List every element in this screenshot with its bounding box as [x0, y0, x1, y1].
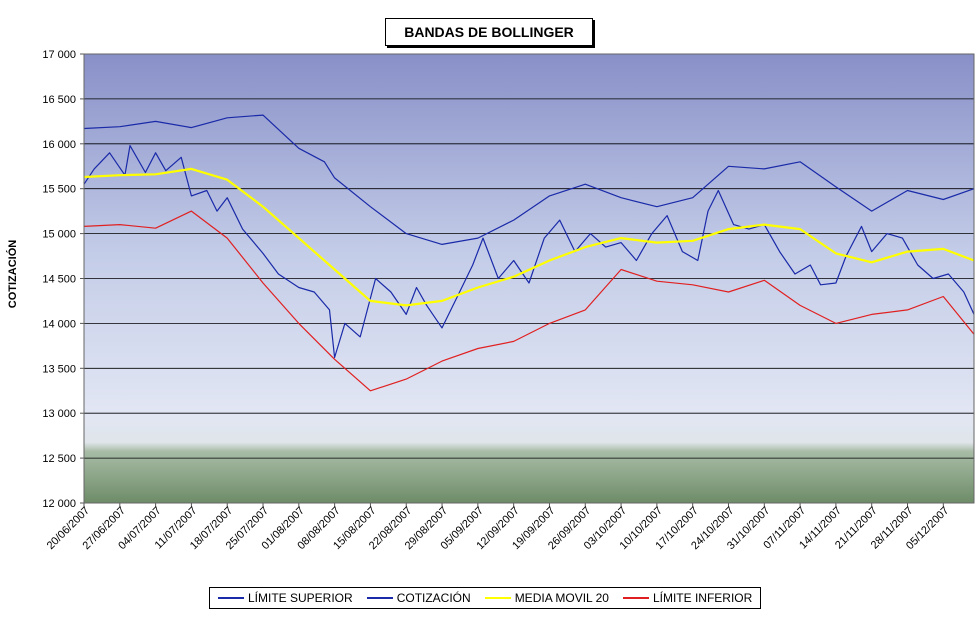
legend-swatch [622, 597, 649, 599]
legend-item-limite-superior: LÍMITE SUPERIOR [218, 591, 353, 605]
chart-title: BANDAS DE BOLLINGER [385, 18, 593, 46]
plot-border [83, 53, 975, 504]
y-tick-label: 13 000 [42, 408, 76, 420]
legend-item-media-movil: MEDIA MOVIL 20 [484, 591, 609, 605]
series-limite-superior [83, 114, 975, 245]
legend-swatch [366, 597, 393, 599]
legend-label: MEDIA MOVIL 20 [514, 591, 609, 605]
y-tick-label: 14 000 [42, 318, 76, 330]
y-tick-label: 16 500 [42, 94, 76, 106]
series-media-movil-20 [83, 167, 975, 307]
series-limite-inferior [83, 210, 975, 392]
y-tick-label: 17 000 [42, 49, 76, 61]
legend-swatch [218, 597, 244, 599]
legend-label: COTIZACIÓN [396, 591, 471, 605]
y-tick-label: 12 000 [42, 498, 76, 510]
legend-swatch [484, 597, 511, 599]
series-cotizacion [83, 145, 975, 359]
legend-item-limite-inferior: LÍMITE INFERIOR [622, 591, 753, 605]
y-tick-label: 12 500 [42, 453, 76, 465]
legend-item-cotizacion: COTIZACIÓN [366, 591, 471, 605]
legend: LÍMITE SUPERIOR COTIZACIÓN MEDIA MOVIL 2… [209, 587, 762, 609]
y-tick-label: 14 500 [42, 274, 76, 286]
y-tick-label: 15 000 [42, 229, 76, 241]
y-tick-label: 13 500 [42, 363, 76, 375]
legend-label: LÍMITE SUPERIOR [248, 591, 353, 605]
y-tick-label: 15 500 [42, 184, 76, 196]
y-tick-label: 16 000 [42, 139, 76, 151]
legend-label: LÍMITE INFERIOR [652, 591, 753, 605]
